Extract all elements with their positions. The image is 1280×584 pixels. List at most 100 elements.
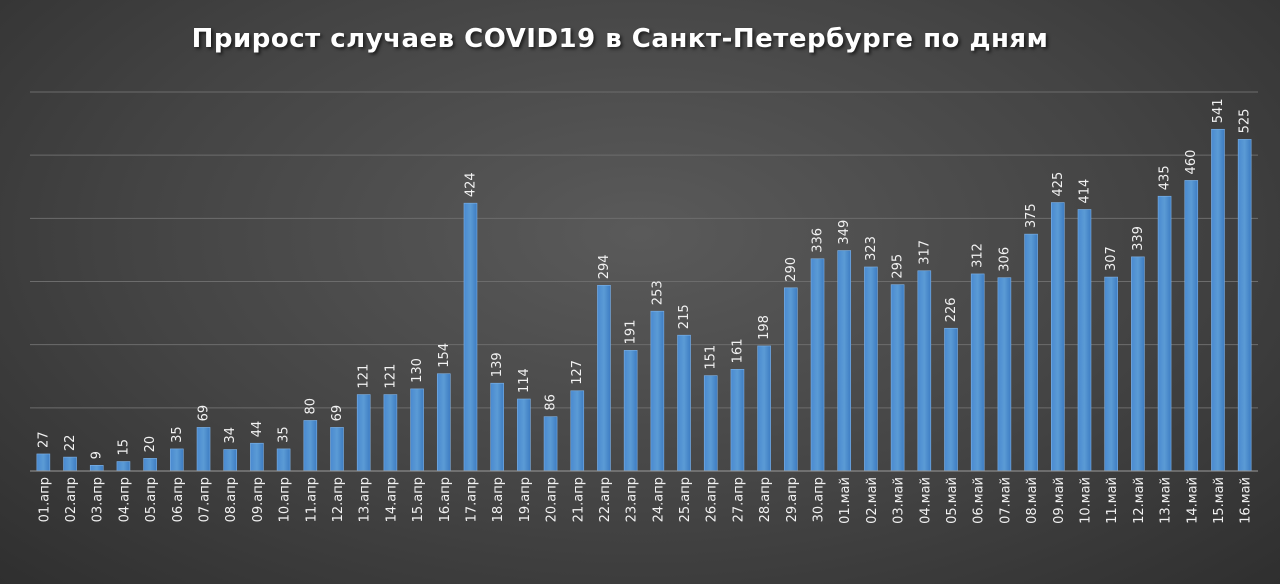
- bar: [196, 427, 211, 472]
- x-tick-label: 12.апр: [331, 477, 346, 522]
- data-label: 27: [36, 431, 51, 448]
- x-tick-label: 13.май: [1159, 477, 1174, 524]
- bar-layer: [36, 128, 1252, 472]
- bar: [1104, 276, 1118, 472]
- x-tick-label: 28.апр: [758, 477, 773, 522]
- data-label: 154: [437, 343, 452, 368]
- bar: [436, 373, 451, 472]
- x-tick-label: 09.апр: [251, 477, 266, 522]
- x-tick-label: 20.апр: [545, 477, 560, 522]
- x-tick-label: 11.апр: [304, 477, 319, 522]
- data-label: 307: [1104, 246, 1119, 271]
- x-tick-label: 25.апр: [678, 477, 693, 522]
- x-tick-label: 01.апр: [37, 477, 52, 522]
- bar: [837, 250, 852, 472]
- data-label: 215: [677, 304, 692, 329]
- x-tick-label: 04.май: [918, 477, 933, 524]
- bar: [623, 350, 638, 472]
- data-label: 414: [1077, 179, 1092, 204]
- data-label: 460: [1184, 150, 1199, 175]
- data-label: 306: [997, 247, 1012, 272]
- x-tick-label: 12.май: [1132, 477, 1147, 524]
- x-tick-label: 21.апр: [571, 477, 586, 522]
- x-tick-label: 13.апр: [358, 477, 373, 522]
- bar: [36, 453, 51, 472]
- data-label: 312: [971, 243, 986, 268]
- bar: [517, 398, 531, 472]
- chart-title: Прирост случаев COVID19 в Санкт-Петербур…: [191, 24, 1049, 54]
- data-label: 435: [1158, 165, 1173, 190]
- x-tick-label: 07.апр: [198, 477, 213, 522]
- data-label: 161: [730, 338, 745, 363]
- x-tick-label: 27.апр: [731, 477, 746, 522]
- x-tick-label: 24.апр: [651, 477, 666, 522]
- data-label: 44: [250, 421, 265, 438]
- bar: [944, 327, 958, 472]
- bar: [1024, 233, 1038, 472]
- x-tick-label: 01.май: [838, 477, 853, 524]
- x-tick-label: 03.май: [892, 477, 907, 524]
- data-label: 34: [223, 427, 238, 444]
- bar: [356, 394, 371, 472]
- x-tick-label: 10.май: [1078, 477, 1093, 524]
- bar: [383, 394, 398, 472]
- bar: [703, 375, 718, 472]
- value-label-layer: 27 22 9 15 20 35 69 34 44 35 80 69 121 121 130 154 424 13…: [36, 98, 1252, 459]
- data-label: 20: [143, 436, 158, 453]
- data-label: 295: [891, 254, 906, 279]
- x-tick-label: 17.апр: [464, 477, 479, 522]
- data-label: 130: [410, 358, 425, 383]
- data-label: 198: [757, 315, 772, 340]
- bar: [1050, 202, 1065, 472]
- x-tick-label: 26.апр: [705, 477, 720, 522]
- bar: [143, 458, 157, 472]
- data-label: 69: [197, 405, 212, 422]
- x-tick-label: 07.май: [998, 477, 1013, 524]
- data-label: 139: [490, 352, 505, 377]
- data-label: 290: [784, 257, 799, 282]
- data-label: 525: [1238, 109, 1253, 134]
- bar: [864, 266, 878, 472]
- bar: [170, 448, 184, 472]
- data-label: 35: [170, 426, 185, 443]
- data-label: 114: [517, 368, 532, 393]
- x-tick-label: 23.апр: [625, 477, 640, 522]
- x-tick-label: 15.май: [1212, 477, 1227, 524]
- data-label: 294: [597, 254, 612, 279]
- x-tick-label: 06.май: [972, 477, 987, 524]
- bar: [970, 273, 985, 472]
- data-label: 22: [63, 435, 78, 452]
- data-label: 375: [1024, 203, 1039, 228]
- data-label: 425: [1051, 172, 1066, 197]
- bar: [677, 334, 691, 472]
- bar: [730, 369, 745, 472]
- bar: [250, 442, 264, 472]
- x-tick-label: 14.апр: [384, 477, 399, 522]
- bar: [463, 202, 478, 472]
- data-label: 349: [837, 220, 852, 245]
- bar: [276, 448, 291, 472]
- bar: [597, 284, 611, 472]
- x-tick-label: 15.апр: [411, 477, 426, 522]
- data-label: 253: [650, 280, 665, 305]
- data-label: 339: [1131, 226, 1146, 251]
- x-tick-layer: 01.апр 02.апр 03.апр 04.апр 05.апр 06.апр 07.а…: [37, 477, 1253, 524]
- x-tick-label: 18.апр: [491, 477, 506, 522]
- bar: [303, 420, 318, 472]
- x-tick-label: 05.апр: [144, 477, 159, 522]
- x-tick-label: 03.апр: [91, 477, 106, 522]
- data-label: 323: [864, 236, 879, 261]
- data-label: 121: [383, 364, 398, 389]
- x-tick-label: 11.май: [1105, 477, 1120, 524]
- bar: [570, 390, 585, 472]
- data-label: 15: [116, 439, 131, 456]
- data-label: 121: [357, 364, 372, 389]
- bar: [410, 388, 424, 472]
- data-label: 151: [704, 345, 719, 370]
- x-tick-label: 19.апр: [518, 477, 533, 522]
- bar: [917, 270, 932, 472]
- x-tick-label: 29.апр: [785, 477, 800, 522]
- bar: [116, 461, 131, 472]
